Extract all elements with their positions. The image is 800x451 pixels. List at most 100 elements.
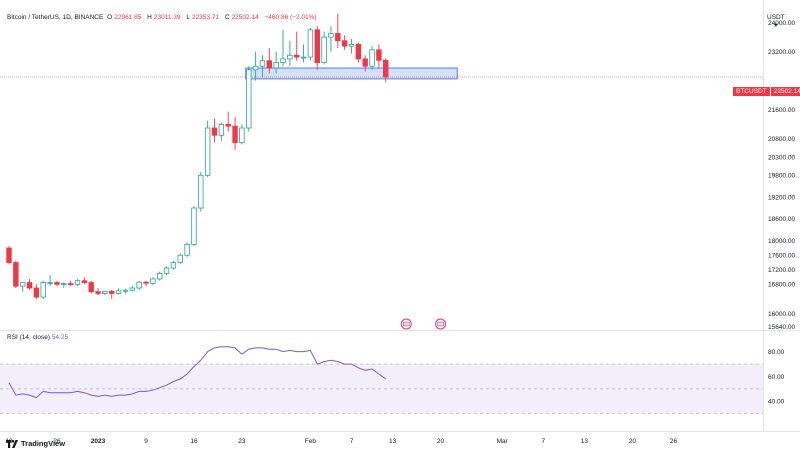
candle-body[interactable] [355, 43, 362, 60]
candle-body[interactable] [33, 287, 40, 298]
time-axis-label: 20 [437, 438, 445, 445]
candle-body[interactable] [211, 127, 218, 136]
price-axis-label: 20300.00 [768, 154, 795, 161]
event-flag-inner-icon [437, 321, 444, 327]
candle-body[interactable] [252, 65, 259, 71]
candle-body[interactable] [335, 33, 341, 42]
candle-body[interactable] [376, 49, 382, 61]
candle-body[interactable] [163, 267, 170, 274]
candle-body[interactable] [67, 283, 74, 286]
price-axis-label: 15640.00 [768, 324, 795, 331]
candle-body[interactable] [74, 280, 81, 285]
candle-body[interactable] [204, 127, 211, 176]
ohlc-low-key: L [186, 14, 190, 21]
time-axis-label: 7 [350, 438, 354, 445]
price-axis-label: 21600.00 [768, 107, 795, 114]
time-axis-label: Mar [497, 438, 509, 445]
candle-body[interactable] [40, 282, 46, 298]
candle-body[interactable] [239, 127, 245, 143]
candle-body[interactable] [321, 36, 327, 63]
candle-body[interactable] [246, 69, 252, 129]
last-price-tag: BTCUSDT 22502.14 [733, 87, 800, 96]
candle-body[interactable] [115, 290, 122, 294]
candle-body[interactable] [293, 54, 300, 58]
candle-body[interactable] [314, 29, 320, 63]
candle-body[interactable] [129, 287, 135, 291]
ohlc-close-value: 22502.14 [231, 14, 259, 21]
price-axis-label: 17200.00 [768, 267, 795, 274]
price-axis-label: 16000.00 [768, 311, 795, 318]
time-axis-label: 2023 [91, 438, 106, 445]
candle-body[interactable] [136, 281, 142, 289]
rsi-legend[interactable]: RSI (14, close) 54.25 [7, 334, 68, 341]
candle-body[interactable] [232, 125, 238, 143]
candle-body[interactable] [81, 280, 88, 283]
candle-body[interactable] [170, 262, 177, 269]
candle-body[interactable] [156, 273, 163, 280]
time-axis-label: 16 [190, 438, 198, 445]
candle-body[interactable] [307, 29, 314, 58]
price-axis-label: 18000.00 [768, 238, 795, 245]
ohlc-open-value: 22961.85 [114, 14, 142, 21]
candle-body[interactable] [369, 49, 375, 67]
candle-body[interactable] [300, 56, 307, 59]
time-axis-label: 13 [581, 438, 589, 445]
support-zone-rectangle[interactable] [245, 67, 458, 80]
candle-body[interactable] [266, 60, 272, 69]
currency-selector[interactable]: USDT ▾ [767, 14, 785, 30]
candle-body[interactable] [150, 278, 156, 284]
candle-body[interactable] [198, 174, 204, 209]
ohlc-close-key: C [224, 14, 230, 21]
candle-body[interactable] [19, 282, 26, 287]
rsi-axis-label: 60.00 [768, 374, 785, 381]
chevron-down-icon: ▾ [774, 22, 778, 29]
rsi-label: RSI (14, close) [7, 334, 50, 341]
candle-body[interactable] [26, 282, 33, 289]
price-tag-symbol: BTCUSDT [733, 87, 770, 96]
time-axis-label: 9 [144, 438, 148, 445]
candle-body[interactable] [177, 254, 183, 263]
event-flag-icon[interactable] [400, 318, 412, 330]
time-axis-label: 13 [389, 438, 397, 445]
time-axis-label: Feb [305, 438, 317, 445]
candle-body[interactable] [47, 282, 53, 284]
candle-body[interactable] [328, 33, 334, 38]
candle-body[interactable] [287, 54, 293, 60]
candle-body[interactable] [54, 282, 60, 285]
rsi-axis-label: 40.00 [768, 399, 785, 406]
candle-body[interactable] [218, 123, 225, 136]
candle-body[interactable] [13, 262, 19, 287]
candle-body[interactable] [61, 283, 67, 286]
price-axis-label: 23200.00 [768, 49, 795, 56]
ohlc-open: O 22961.85 [107, 14, 143, 21]
rsi-value: 54.25 [51, 334, 69, 341]
rsi-line[interactable] [8, 346, 387, 399]
candle-body[interactable] [280, 58, 286, 63]
candle-body[interactable] [88, 282, 94, 293]
candle-body[interactable] [184, 243, 190, 256]
candle-body[interactable] [109, 290, 115, 294]
candle-body[interactable] [6, 247, 12, 263]
ohlc-open-key: O [107, 14, 113, 21]
tradingview-logo[interactable]: TradingView [6, 439, 65, 448]
candle-body[interactable] [348, 43, 355, 47]
event-flag-icon[interactable] [435, 318, 447, 330]
candle-body[interactable] [122, 289, 129, 292]
candle-body[interactable] [225, 123, 231, 127]
candle-body[interactable] [95, 291, 101, 294]
symbol-legend: Bitcoin / TetherUS, 1D, BINANCE O 22961.8… [7, 14, 319, 21]
candle-body[interactable] [383, 59, 389, 78]
candle-body[interactable] [273, 62, 279, 69]
candle-body[interactable] [362, 58, 368, 67]
symbol-title: Bitcoin / TetherUS, 1D, BINANCE [7, 14, 104, 21]
time-axis-label: 26 [53, 438, 61, 445]
time-axis-label: 23 [238, 438, 246, 445]
tradingview-icon [6, 439, 18, 448]
candle-body[interactable] [143, 281, 149, 284]
candle-body[interactable] [102, 290, 108, 294]
candle-body[interactable] [341, 40, 348, 47]
candle-body[interactable] [191, 207, 197, 245]
price-axis-label: 20800.00 [768, 136, 795, 143]
candle-body[interactable] [259, 60, 266, 67]
